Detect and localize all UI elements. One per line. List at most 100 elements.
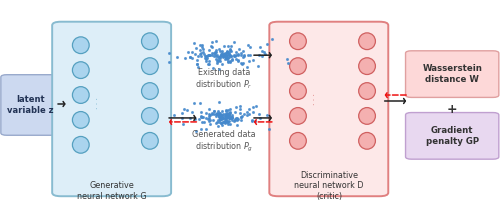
Point [218,112,226,116]
Point [192,46,200,49]
Point [212,50,220,54]
Point [216,118,224,121]
Point [222,115,230,118]
Point [192,58,200,61]
Point [238,62,246,66]
Point [218,114,226,117]
Point [208,45,216,48]
Point [219,120,227,123]
Point [225,111,233,114]
Point [216,117,224,120]
Ellipse shape [290,83,306,99]
Ellipse shape [72,87,89,103]
Point [202,111,210,114]
Point [223,115,231,118]
Point [212,48,220,52]
Point [240,54,248,57]
Point [230,117,238,121]
Point [222,55,230,58]
Ellipse shape [142,108,158,124]
Point [220,53,228,56]
Point [202,59,209,62]
Point [232,50,240,54]
Point [237,118,245,121]
Point [221,117,229,121]
Point [262,52,270,55]
Point [215,101,223,104]
Point [209,67,217,70]
Point [197,110,205,113]
Point [214,58,222,62]
Point [196,44,204,47]
Point [192,129,200,133]
Ellipse shape [290,33,306,50]
Point [202,127,209,130]
Point [227,49,235,52]
Point [212,113,220,116]
Point [203,55,211,58]
Point [210,109,218,113]
Point [222,121,230,124]
Point [222,53,230,56]
Point [215,113,223,116]
FancyBboxPatch shape [406,113,499,159]
Point [246,53,254,56]
Point [220,53,228,56]
Point [198,115,206,119]
Point [230,119,238,122]
Point [197,54,205,58]
Point [225,50,233,53]
Point [215,114,223,117]
Point [193,62,201,65]
Point [216,59,224,63]
Point [255,112,263,115]
Point [218,62,226,66]
Point [217,53,225,56]
Point [234,59,241,62]
Point [196,53,203,56]
Point [222,115,230,119]
Ellipse shape [290,133,306,149]
Point [202,55,209,58]
Point [223,120,231,123]
Point [210,112,218,115]
Ellipse shape [72,112,89,128]
Point [224,59,232,62]
Point [188,110,196,113]
Point [195,118,203,121]
Point [226,111,234,114]
Ellipse shape [358,133,376,149]
Point [240,112,248,115]
Point [165,60,173,63]
Point [201,55,209,58]
Point [212,113,220,116]
Point [244,108,252,111]
Point [236,107,244,111]
Point [226,53,234,56]
Point [188,56,196,59]
Point [204,53,212,57]
Point [206,122,214,125]
Point [197,128,205,131]
Point [201,57,209,60]
Text: Gradient
penalty GP: Gradient penalty GP [426,126,478,146]
Point [198,45,206,48]
Point [199,48,207,51]
Point [223,114,231,118]
Point [234,53,242,56]
Point [208,112,216,115]
Point [215,48,223,51]
Point [206,119,214,122]
Point [222,115,230,118]
Point [202,116,209,119]
Point [222,54,230,57]
Point [234,58,242,61]
Point [219,54,227,58]
Point [198,51,205,55]
Point [220,53,228,56]
Point [206,44,214,48]
Point [230,40,238,43]
Point [222,110,230,113]
Point [224,108,232,112]
Point [222,114,230,117]
